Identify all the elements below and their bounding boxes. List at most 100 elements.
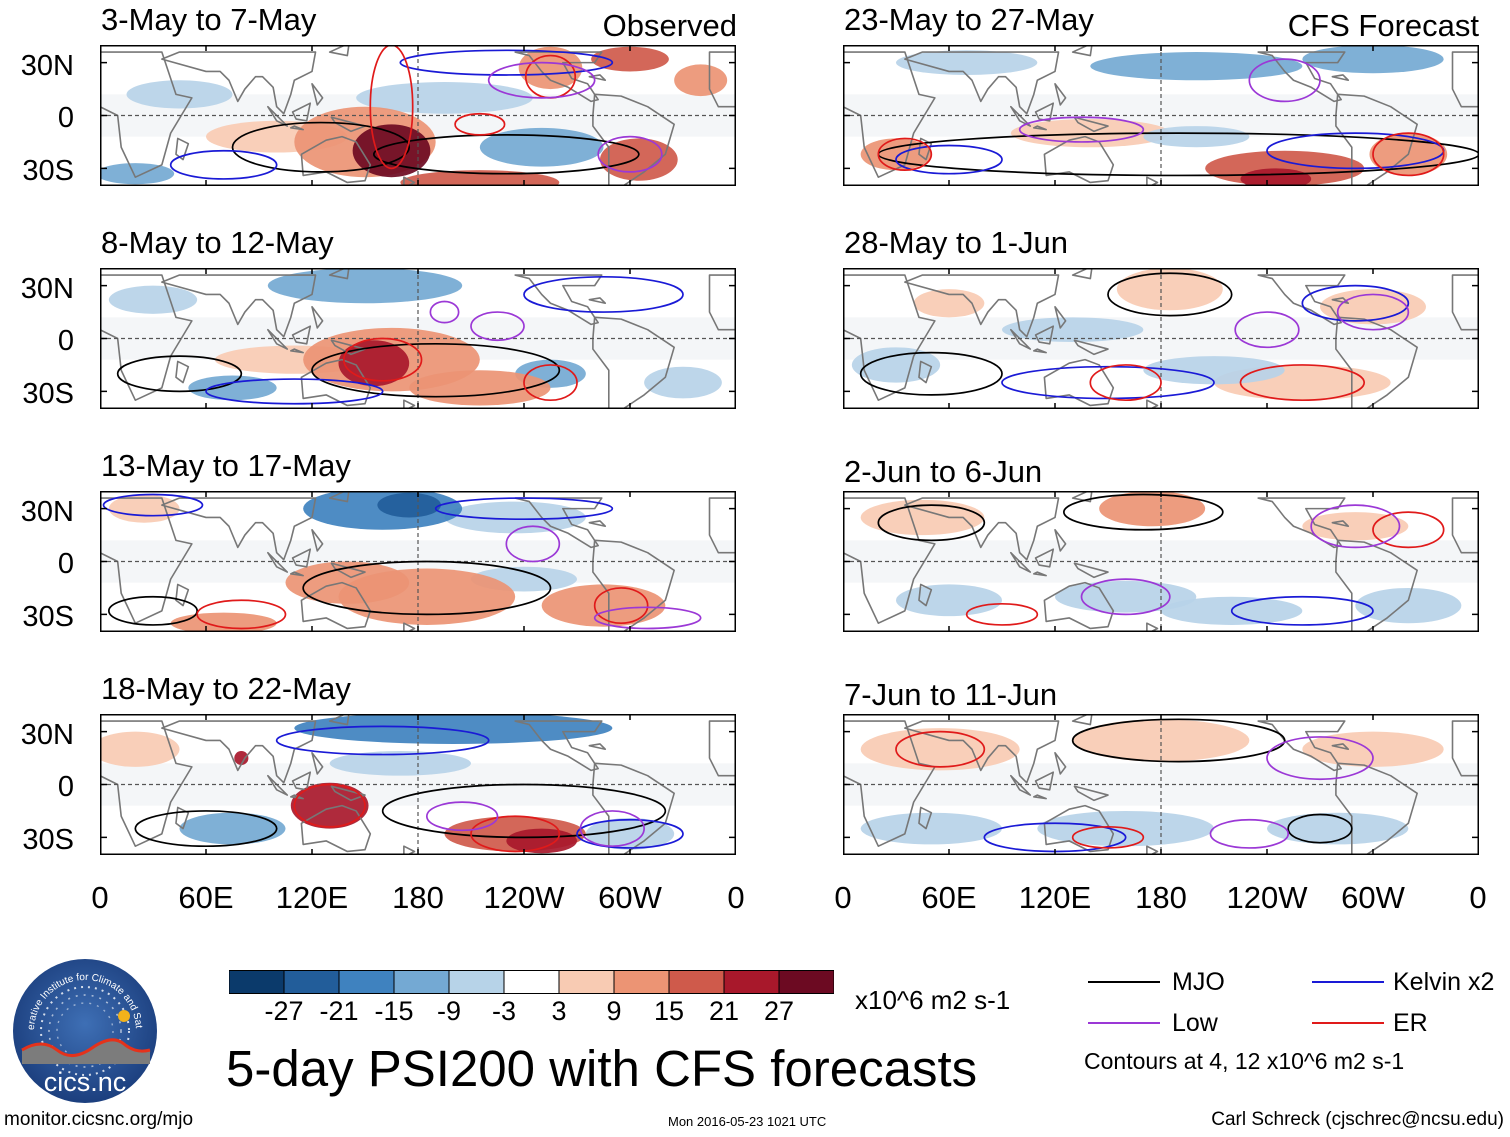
colorbar-swatch bbox=[558, 970, 615, 994]
psi-anomaly-blob bbox=[1240, 168, 1312, 186]
coastline bbox=[311, 305, 324, 329]
map-panel-observed bbox=[100, 491, 736, 632]
coastline bbox=[1257, 274, 1346, 326]
contour-mjo bbox=[231, 121, 411, 173]
coastline bbox=[514, 51, 603, 103]
psi-anomaly-blob bbox=[896, 584, 1002, 617]
coastline bbox=[300, 135, 372, 184]
coastline bbox=[514, 497, 603, 549]
coastline bbox=[328, 268, 350, 280]
contour-note: Contours at 4, 12 x10^6 m2 s-1 bbox=[1084, 1048, 1405, 1074]
coastline bbox=[918, 583, 933, 607]
coastline bbox=[592, 93, 675, 186]
contour-low bbox=[593, 606, 702, 630]
coastline bbox=[291, 325, 312, 345]
contour-low bbox=[1018, 116, 1145, 143]
lon-tick-label: 0 bbox=[834, 880, 852, 915]
map-panel-observed bbox=[100, 45, 736, 186]
coastline bbox=[1335, 762, 1418, 855]
coastline bbox=[1033, 125, 1047, 131]
coastline bbox=[1010, 328, 1032, 350]
contour-low bbox=[579, 810, 645, 848]
psi-anomaly-blob bbox=[599, 138, 678, 181]
panel-title: 23-May to 27-May bbox=[844, 2, 1094, 37]
lat-tick-label: 0 bbox=[57, 771, 74, 803]
contour-kelvin-x2 bbox=[399, 49, 614, 76]
contour-low bbox=[1209, 818, 1290, 849]
coastline bbox=[161, 51, 317, 115]
coastline bbox=[100, 497, 193, 624]
psi-anomaly-blob bbox=[851, 347, 941, 383]
contour-mjo bbox=[877, 504, 986, 542]
psi-anomaly-blob bbox=[479, 127, 604, 167]
map-panel-observed bbox=[100, 714, 736, 855]
coastline bbox=[1034, 325, 1055, 345]
coastline bbox=[588, 743, 607, 751]
lon-tick-label: 60E bbox=[921, 880, 977, 915]
contour-kelvin-x2 bbox=[523, 275, 684, 313]
coastline bbox=[843, 720, 936, 847]
coastline bbox=[918, 806, 933, 830]
legend-label-er: ER bbox=[1393, 1009, 1428, 1037]
logo-text: cics.nc bbox=[44, 1067, 127, 1097]
psi-anomaly-blob bbox=[267, 268, 463, 304]
lat-tick-label: 30S bbox=[22, 824, 74, 856]
contour-low bbox=[597, 135, 663, 173]
psi-anomaly-blob bbox=[1143, 356, 1285, 385]
contour-mjo bbox=[116, 355, 243, 393]
contour-er bbox=[895, 730, 986, 768]
coastline bbox=[1010, 774, 1032, 796]
contour-kelvin-x2 bbox=[205, 378, 384, 405]
coastline bbox=[1071, 714, 1093, 726]
contour-low bbox=[1310, 504, 1401, 549]
coastline bbox=[708, 51, 736, 108]
colorbar-swatch bbox=[723, 970, 780, 994]
coastline bbox=[100, 51, 193, 178]
contour-kelvin-x2 bbox=[169, 149, 278, 180]
lat-tick-label: 0 bbox=[57, 548, 74, 580]
coastline bbox=[175, 137, 190, 161]
logo-red-ridge bbox=[21, 1038, 151, 1057]
psi-anomaly-blob bbox=[100, 731, 180, 767]
contour-er bbox=[454, 112, 506, 136]
map-panel-forecast bbox=[843, 268, 1479, 409]
coastline bbox=[290, 571, 304, 577]
contour-mjo bbox=[1071, 718, 1286, 763]
contour-low bbox=[505, 525, 561, 563]
lat-tick-label: 30S bbox=[22, 378, 74, 410]
coastline bbox=[100, 720, 193, 847]
coastline bbox=[904, 274, 1060, 338]
lon-tick-label: 0 bbox=[727, 880, 745, 915]
observed-tag: Observed bbox=[602, 8, 737, 43]
psi-anomaly-blob bbox=[290, 782, 369, 829]
lon-tick-label: 60E bbox=[178, 880, 234, 915]
colorbar-tick-label: -3 bbox=[491, 996, 517, 1026]
map-panel-forecast bbox=[843, 491, 1479, 632]
coastline bbox=[1071, 45, 1093, 57]
psi-anomaly-blob bbox=[356, 82, 533, 114]
lon-tick-label: 0 bbox=[91, 880, 109, 915]
coastline bbox=[291, 548, 312, 568]
panel-title: 3-May to 7-May bbox=[101, 2, 317, 37]
coastline bbox=[330, 562, 366, 579]
contour-kelvin-x2 bbox=[576, 818, 684, 849]
psi-anomaly-blob bbox=[352, 124, 431, 178]
lon-tick-label: 60W bbox=[1341, 880, 1405, 915]
colorbar bbox=[229, 970, 834, 994]
coastline bbox=[161, 497, 317, 561]
coastline bbox=[1034, 102, 1055, 122]
colorbar-tick-label: -27 bbox=[264, 996, 304, 1026]
contour-mjo bbox=[311, 342, 561, 398]
psi-anomaly-blob bbox=[1302, 512, 1409, 541]
lat-tick-label: 30N bbox=[20, 496, 74, 528]
contour-mjo bbox=[859, 351, 1003, 396]
lon-tick-label: 120W bbox=[483, 880, 565, 915]
coastline bbox=[1451, 274, 1479, 331]
colorbar-units: x10^6 m2 s-1 bbox=[855, 985, 1011, 1015]
coastline bbox=[588, 520, 607, 528]
contour-er bbox=[523, 364, 578, 402]
coastline bbox=[588, 74, 607, 82]
lat-tick-label: 30N bbox=[20, 719, 74, 751]
contour-er bbox=[342, 337, 423, 382]
colorbar-tick-label: 9 bbox=[606, 996, 622, 1026]
